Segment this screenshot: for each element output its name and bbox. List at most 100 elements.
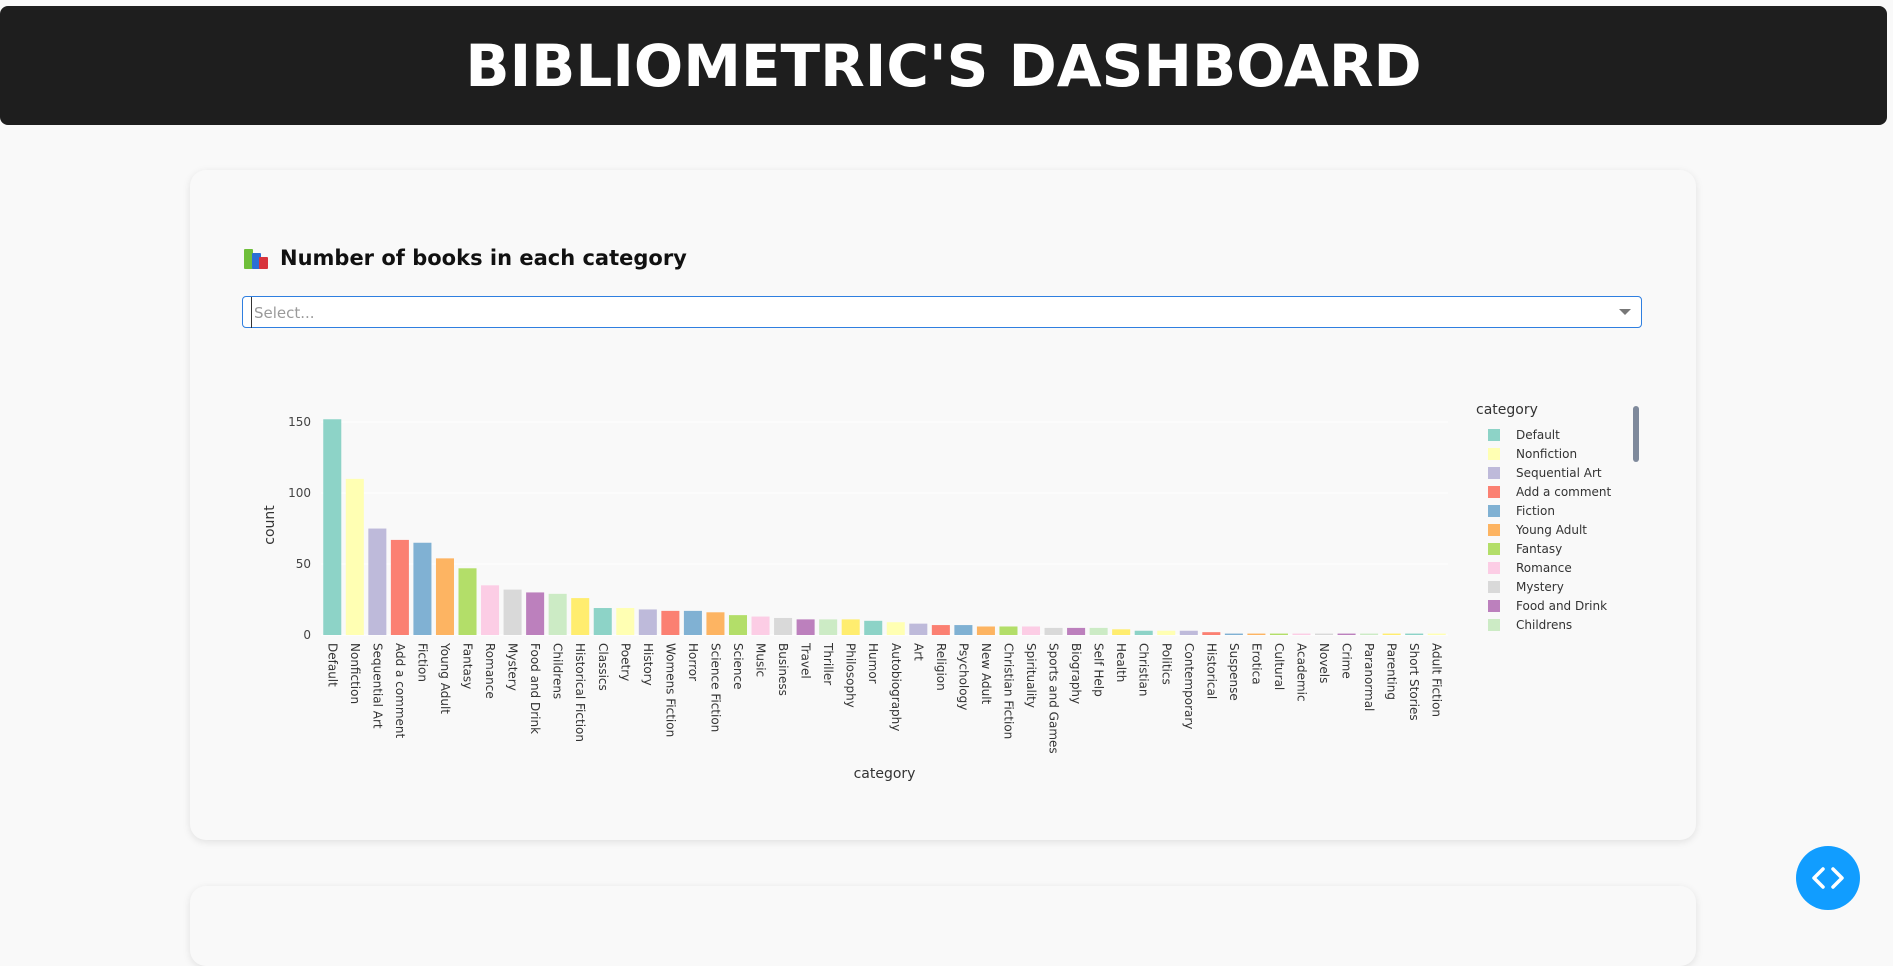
bar[interactable] [683,610,702,635]
bar[interactable] [999,626,1018,635]
x-tick-label: Spirituality [1024,643,1038,708]
legend-item-label[interactable]: Fiction [1516,504,1555,518]
bar[interactable] [638,609,657,635]
category-select[interactable] [242,296,1642,328]
x-tick-label: Romance [483,643,497,699]
bar[interactable] [706,612,725,635]
bar[interactable] [954,625,973,635]
legend-swatch[interactable] [1488,486,1500,498]
bar[interactable] [323,419,342,635]
bar[interactable] [1067,627,1086,635]
category-select-input[interactable] [251,297,1556,328]
bar[interactable] [390,539,409,635]
x-tick-label: Sequential Art [370,643,384,729]
legend-swatch[interactable] [1488,600,1500,612]
bar[interactable] [345,478,364,635]
x-tick-label: Christian [1137,643,1151,697]
bar[interactable] [435,558,454,635]
bar[interactable] [796,619,815,635]
legend-item-label[interactable]: Romance [1516,561,1572,575]
bar[interactable] [728,615,748,635]
books-icon [244,247,270,269]
x-tick-label: Philosophy [844,643,858,708]
code-icon [1812,867,1844,889]
bar[interactable] [1202,632,1221,635]
legend-swatch[interactable] [1488,448,1500,460]
legend-item-label[interactable]: Default [1516,428,1560,442]
bar[interactable] [909,623,928,635]
bar[interactable] [864,620,883,635]
x-tick-label: Nonfiction [348,643,362,704]
legend-swatch[interactable] [1488,467,1500,479]
bar[interactable] [526,592,545,635]
bar[interactable] [1134,630,1153,635]
bar[interactable] [1224,633,1243,635]
x-tick-label: Suspense [1227,643,1241,701]
x-tick-label: Art [911,643,925,661]
y-axis-title: count [262,505,278,545]
bar[interactable] [413,542,432,635]
x-tick-label: Historical [1204,643,1218,699]
bar[interactable] [931,625,950,635]
legend-item-label[interactable]: Sequential Art [1516,466,1602,480]
x-tick-label: Biography [1069,643,1083,704]
bar[interactable] [593,608,612,635]
legend-swatch[interactable] [1488,524,1500,536]
legend-scrollbar[interactable] [1633,406,1639,462]
y-tick-label: 0 [303,628,311,642]
bar[interactable] [661,610,680,635]
bar[interactable] [886,622,905,635]
legend-item-label[interactable]: Add a comment [1516,485,1612,499]
bar[interactable] [819,619,838,635]
x-tick-label: Music [754,643,768,677]
bar[interactable] [1179,630,1198,635]
x-tick-label: Business [776,643,790,696]
x-tick-label: Science [731,643,745,690]
bar[interactable] [841,619,860,635]
legend-item-label[interactable]: Nonfiction [1516,447,1577,461]
bar[interactable] [1292,633,1311,635]
code-toggle-button[interactable] [1796,846,1860,910]
legend-item-label[interactable]: Fantasy [1516,542,1562,556]
legend-swatch[interactable] [1488,619,1500,631]
bar[interactable] [481,585,500,635]
bar[interactable] [751,616,770,635]
x-axis-title: category [854,766,916,782]
bar[interactable] [1427,633,1446,635]
bar[interactable] [1089,627,1108,635]
legend-swatch[interactable] [1488,429,1500,441]
bar[interactable] [1269,633,1288,635]
chevron-down-icon[interactable] [1619,309,1631,315]
bar[interactable] [458,568,477,635]
bar[interactable] [1405,633,1424,635]
bar[interactable] [774,617,793,635]
bar[interactable] [1337,633,1356,635]
x-tick-label: Short Stories [1407,643,1421,721]
x-tick-label: Fiction [415,643,429,682]
bar[interactable] [503,589,522,635]
bar[interactable] [616,608,635,635]
legend-item-label[interactable]: Food and Drink [1516,599,1607,613]
legend-swatch[interactable] [1488,562,1500,574]
bar[interactable] [1247,633,1266,635]
bar[interactable] [1021,626,1041,635]
bar[interactable] [1112,629,1131,635]
bar[interactable] [1360,633,1379,635]
legend-swatch[interactable] [1488,543,1500,555]
legend-item-label[interactable]: Childrens [1516,618,1572,632]
bar[interactable] [1044,627,1063,635]
legend-swatch[interactable] [1488,505,1500,517]
legend-item-label[interactable]: Mystery [1516,580,1564,594]
bar[interactable] [1382,633,1401,635]
bar[interactable] [571,598,590,635]
x-tick-label: Food and Drink [528,643,542,734]
bar[interactable] [976,626,995,635]
legend-swatch[interactable] [1488,581,1500,593]
x-tick-label: Cultural [1272,643,1286,690]
legend-item-label[interactable]: Young Adult [1515,523,1587,537]
x-tick-label: Politics [1159,643,1173,685]
bar[interactable] [548,593,567,635]
bar[interactable] [1315,633,1334,635]
bar[interactable] [1157,630,1176,635]
bar[interactable] [368,528,387,635]
